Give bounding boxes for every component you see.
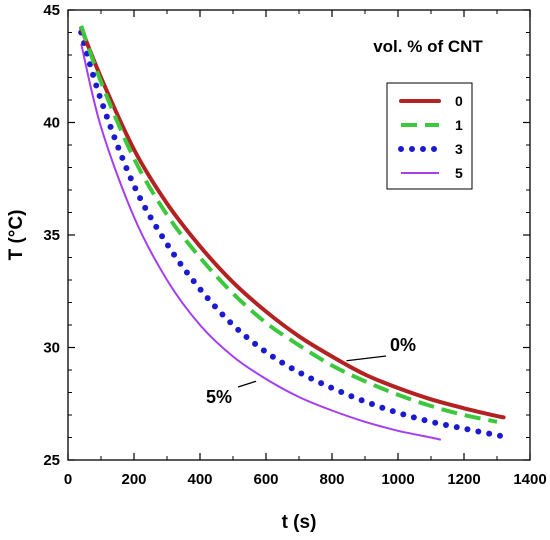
legend-title: vol. % of CNT bbox=[373, 37, 483, 56]
y-tick-label: 25 bbox=[43, 452, 60, 469]
legend: vol. % of CNT 0 1 3 5 bbox=[373, 37, 483, 190]
x-tick-label: 1400 bbox=[513, 471, 546, 488]
y-tick-label: 30 bbox=[43, 340, 60, 357]
plot-area bbox=[67, 9, 531, 461]
x-axis-label: t (s) bbox=[282, 512, 317, 533]
annotation-layer bbox=[237, 355, 387, 388]
legend-entries: 0 1 3 5 bbox=[398, 93, 463, 181]
plot-frame bbox=[67, 9, 531, 461]
legend-label-5: 5 bbox=[455, 165, 463, 181]
x-tick-label: 1000 bbox=[381, 471, 414, 488]
series-line-0 bbox=[79, 26, 506, 420]
annotation-5pct: 5% bbox=[206, 387, 232, 407]
x-tick-label: 400 bbox=[187, 471, 212, 488]
x-tick-label: 200 bbox=[121, 471, 146, 488]
y-axis-label: T (°C) bbox=[6, 210, 27, 261]
tick-marks bbox=[67, 9, 531, 461]
legend-label-1: 1 bbox=[455, 117, 463, 133]
legend-label-0: 0 bbox=[455, 93, 463, 109]
x-tick-label: 1200 bbox=[447, 471, 480, 488]
x-tick-label: 600 bbox=[253, 471, 278, 488]
series-line-1 bbox=[79, 25, 498, 424]
y-tick-label: 45 bbox=[43, 2, 60, 19]
annotation-leader-0 bbox=[346, 355, 387, 362]
series-layer bbox=[78, 25, 507, 441]
y-tick-label: 35 bbox=[43, 227, 60, 244]
series-line-5 bbox=[80, 43, 442, 441]
x-tick-label: 800 bbox=[319, 471, 344, 488]
x-tick-label: 0 bbox=[64, 471, 72, 488]
y-tick-label: 40 bbox=[43, 115, 60, 132]
annotation-0pct: 0% bbox=[390, 335, 416, 355]
legend-label-3: 3 bbox=[455, 141, 463, 157]
annotation-leader-5 bbox=[237, 380, 257, 388]
